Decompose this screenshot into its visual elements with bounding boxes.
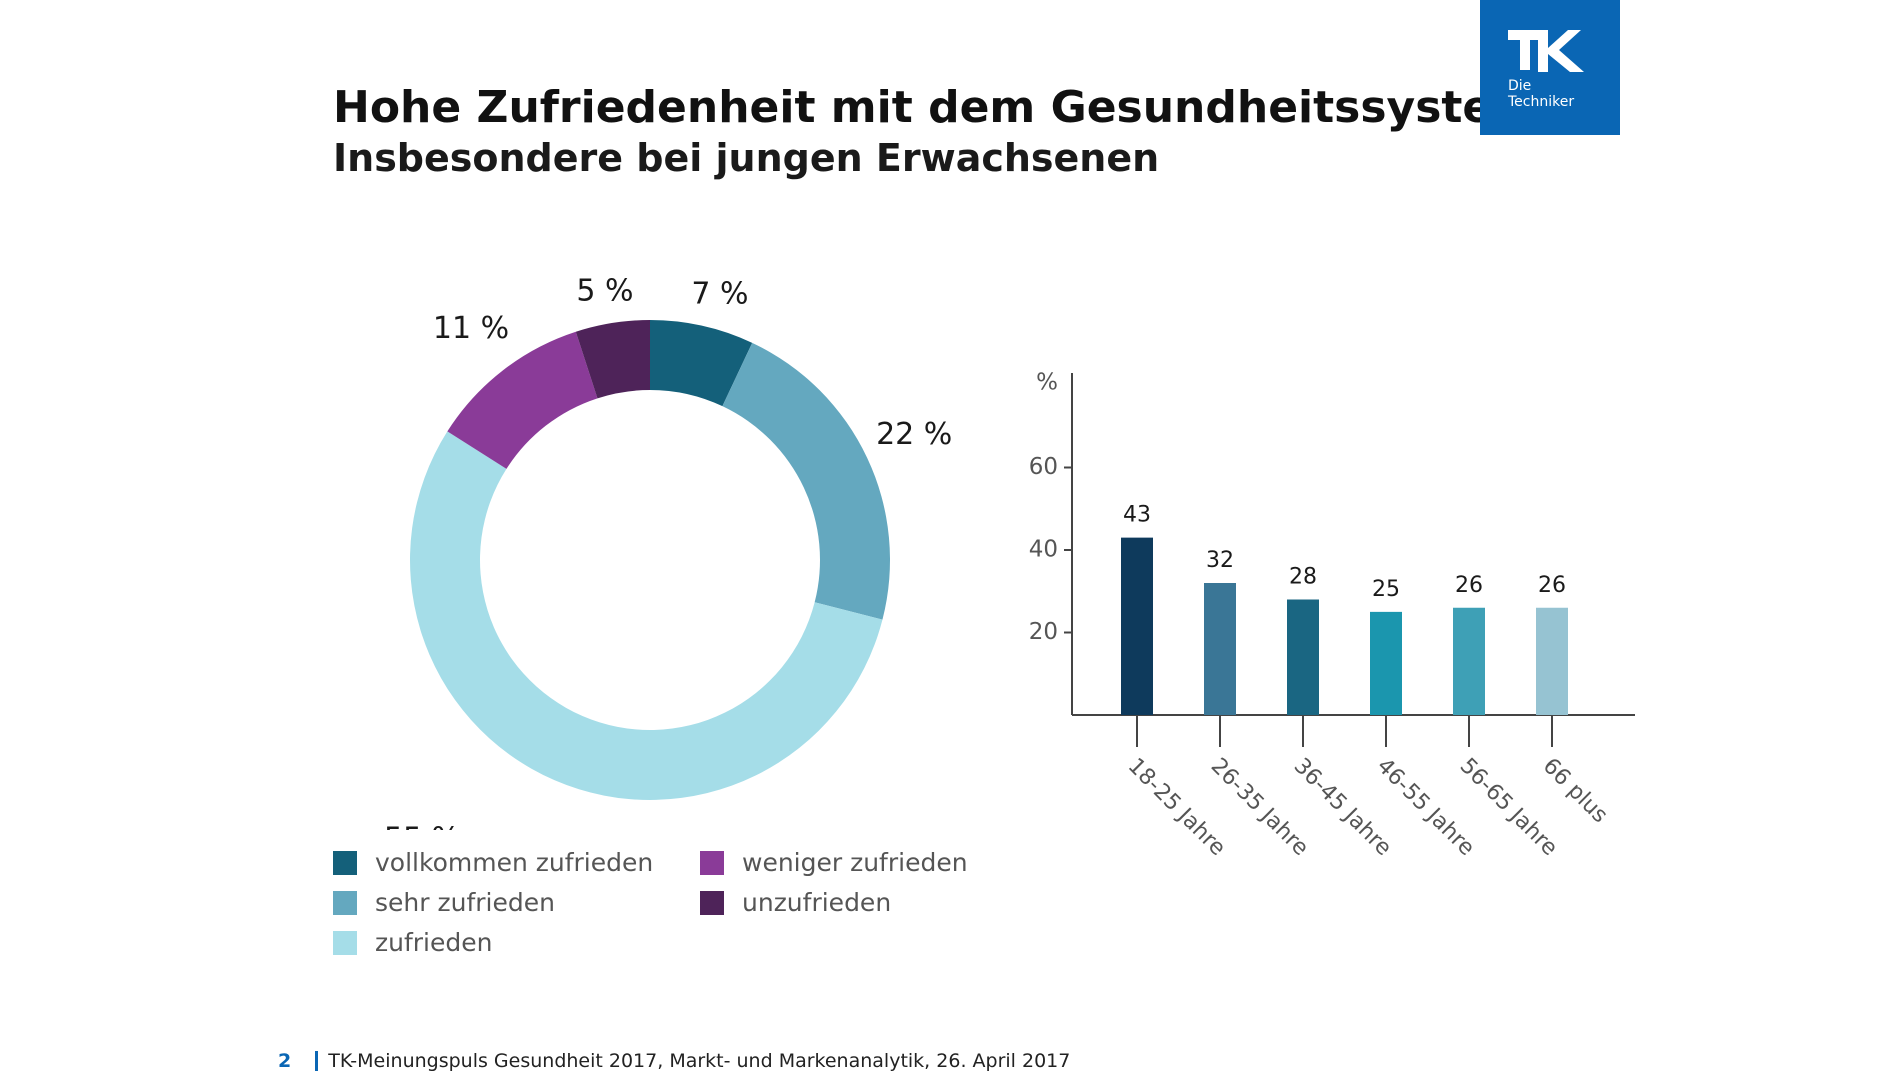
donut-label-unzufrieden: 5 %	[576, 274, 633, 309]
bar-26-35-jahre	[1204, 583, 1236, 715]
satisfaction-donut-chart: 7 % 22 % 55 % 11 % 5 %	[384, 274, 952, 831]
legend-item-weniger-zufrieden: weniger zufrieden	[700, 848, 968, 877]
bar-36-45-jahre	[1287, 599, 1319, 715]
bar-value-label-56-65-jahre: 26	[1455, 573, 1483, 598]
bar-value-label-36-45-jahre: 28	[1289, 565, 1317, 590]
legend-swatch	[333, 930, 357, 955]
page-number: 2	[278, 1050, 292, 1072]
logo-line-2: Techniker	[1508, 94, 1575, 110]
footer-divider	[315, 1051, 319, 1071]
legend-label: vollkommen zufrieden	[375, 848, 654, 877]
donut-slice-sehr-zufrieden	[722, 342, 890, 620]
legend-label: sehr zufrieden	[375, 888, 555, 917]
legend-swatch	[700, 850, 724, 875]
bar-value-label-66-plus: 26	[1538, 573, 1566, 598]
donut-slice-weniger-zufrieden	[447, 331, 598, 469]
donut-label-sehr-zufrieden: 22 %	[876, 417, 952, 452]
bar-value-label-46-55-jahre: 25	[1372, 577, 1400, 602]
bar-66-plus	[1536, 607, 1568, 715]
y-tick-label-60: 60	[1029, 454, 1058, 480]
legend-item-vollkommen-zufrieden: vollkommen zufrieden	[333, 848, 653, 877]
legend-item-unzufrieden: unzufrieden	[700, 888, 891, 917]
legend-item-sehr-zufrieden: sehr zufrieden	[333, 888, 555, 917]
legend-label: zufrieden	[375, 928, 493, 957]
chart-legend: vollkommen zufrieden sehr zufrieden zufr…	[333, 848, 993, 978]
legend-swatch	[333, 890, 357, 915]
donut-slice-unzufrieden	[575, 320, 650, 399]
page-subtitle: Insbesondere bei jungen Erwachsenen	[333, 136, 1160, 180]
donut-label-weniger-zufrieden: 11 %	[433, 311, 509, 346]
legend-swatch	[700, 890, 724, 915]
legend-swatch	[333, 850, 357, 875]
bar-value-label-26-35-jahre: 32	[1206, 548, 1234, 573]
legend-label: unzufrieden	[742, 888, 892, 917]
legend-item-zufrieden: zufrieden	[333, 928, 492, 957]
donut-slice-zufrieden	[410, 431, 883, 800]
bar-56-65-jahre	[1453, 607, 1485, 715]
x-tick-label-66-plus: 66 plus	[1538, 754, 1613, 829]
donut-label-zufrieden: 55 %	[384, 822, 460, 831]
page-footer: 2 TK-Meinungspuls Gesundheit 2017, Markt…	[278, 1050, 1070, 1072]
tk-logo-mark	[1508, 30, 1584, 72]
page-title: Hohe Zufriedenheit mit dem Gesundheitssy…	[333, 82, 1539, 133]
y-tick-label-20: 20	[1029, 619, 1058, 645]
footer-source: TK-Meinungspuls Gesundheit 2017, Markt- …	[328, 1050, 1071, 1072]
donut-label-vollkommen-zufrieden: 7 %	[691, 277, 748, 312]
y-tick-label-40: 40	[1029, 537, 1058, 563]
donut-slice-vollkommen-zufrieden	[650, 320, 753, 407]
bar-46-55-jahre	[1370, 611, 1402, 715]
legend-label: weniger zufrieden	[742, 848, 968, 877]
y-axis-unit-label: %	[1036, 370, 1058, 396]
bar-18-25-jahre	[1121, 537, 1153, 715]
logo-line-1: Die	[1508, 78, 1532, 94]
tk-logo: Die Techniker	[1480, 0, 1620, 135]
bar-value-label-18-25-jahre: 43	[1123, 503, 1151, 528]
